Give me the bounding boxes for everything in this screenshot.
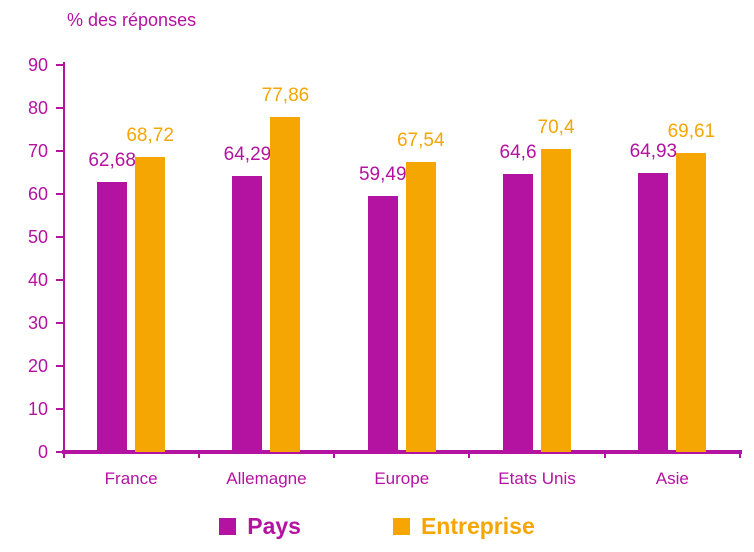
bar-value-label: 59,49 [358, 164, 407, 186]
y-tick-label: 80 [27, 98, 48, 118]
bar-entreprise-france [135, 156, 166, 452]
bar-value-label: 67,54 [396, 129, 445, 151]
bar-pays-france [97, 182, 128, 452]
legend-swatch-entreprise-icon [392, 517, 410, 535]
bar-value-label: 70,4 [537, 117, 575, 139]
bar-entreprise-europe [405, 161, 436, 452]
bar-value-label: 77,86 [261, 85, 310, 107]
category-boundary-tick [197, 450, 200, 458]
bar-pays-etats-unis [503, 174, 534, 452]
category-boundary-tick [468, 450, 471, 458]
category-boundary-tick [603, 450, 606, 458]
y-tick-mark [56, 365, 63, 367]
category-label: Allemagne [226, 469, 307, 488]
y-tick-label: 20 [27, 356, 48, 376]
category-label: Asie [655, 469, 689, 488]
legend-label-pays: Pays [247, 513, 301, 539]
bar-pays-europe [367, 196, 398, 452]
category-boundary-tick [333, 450, 336, 458]
bar-pays-asie [638, 172, 669, 452]
y-axis-line [63, 62, 65, 452]
y-tick-mark [56, 193, 63, 195]
y-tick-mark [56, 107, 63, 109]
category-label: France [104, 469, 158, 488]
y-tick-label: 40 [27, 270, 48, 290]
bar-value-label: 64,93 [629, 140, 678, 162]
legend-item-pays: Pays [219, 512, 301, 540]
y-tick-mark [56, 408, 63, 410]
chart-title: % des réponses [67, 10, 197, 30]
y-tick-mark [56, 236, 63, 238]
y-tick-label: 60 [27, 184, 48, 204]
y-tick-label: 30 [27, 313, 48, 333]
y-tick-mark [56, 279, 63, 281]
bar-entreprise-allemagne [270, 117, 301, 452]
bar-value-label: 69,61 [667, 120, 716, 142]
category-label: Etats Unis [498, 469, 576, 488]
bar-value-label: 64,6 [499, 142, 537, 164]
legend-label-entreprise: Entreprise [420, 513, 535, 539]
y-tick-mark [56, 451, 63, 453]
bar-entreprise-asie [676, 152, 707, 452]
y-tick-label: 70 [27, 141, 48, 161]
y-tick-label: 0 [37, 442, 48, 462]
y-tick-label: 10 [27, 399, 48, 419]
bar-value-label: 62,68 [88, 150, 136, 172]
y-tick-mark [56, 322, 63, 324]
bar-value-label: 68,72 [126, 124, 174, 146]
y-tick-mark [56, 150, 63, 152]
y-tick-label: 50 [27, 227, 48, 247]
category-label: Europe [374, 469, 430, 488]
legend-item-entreprise: Entreprise [392, 512, 535, 540]
legend-swatch-pays-icon [219, 517, 237, 535]
legend: Pays Entreprise [0, 512, 754, 540]
y-tick-label: 90 [27, 55, 48, 75]
bar-value-label: 64,29 [223, 143, 272, 165]
bar-entreprise-etats-unis [541, 149, 572, 452]
category-boundary-tick [739, 450, 741, 458]
bar-pays-allemagne [232, 175, 263, 452]
y-tick-mark [56, 64, 63, 66]
category-boundary-tick [62, 450, 65, 458]
x-axis-line [62, 450, 742, 454]
